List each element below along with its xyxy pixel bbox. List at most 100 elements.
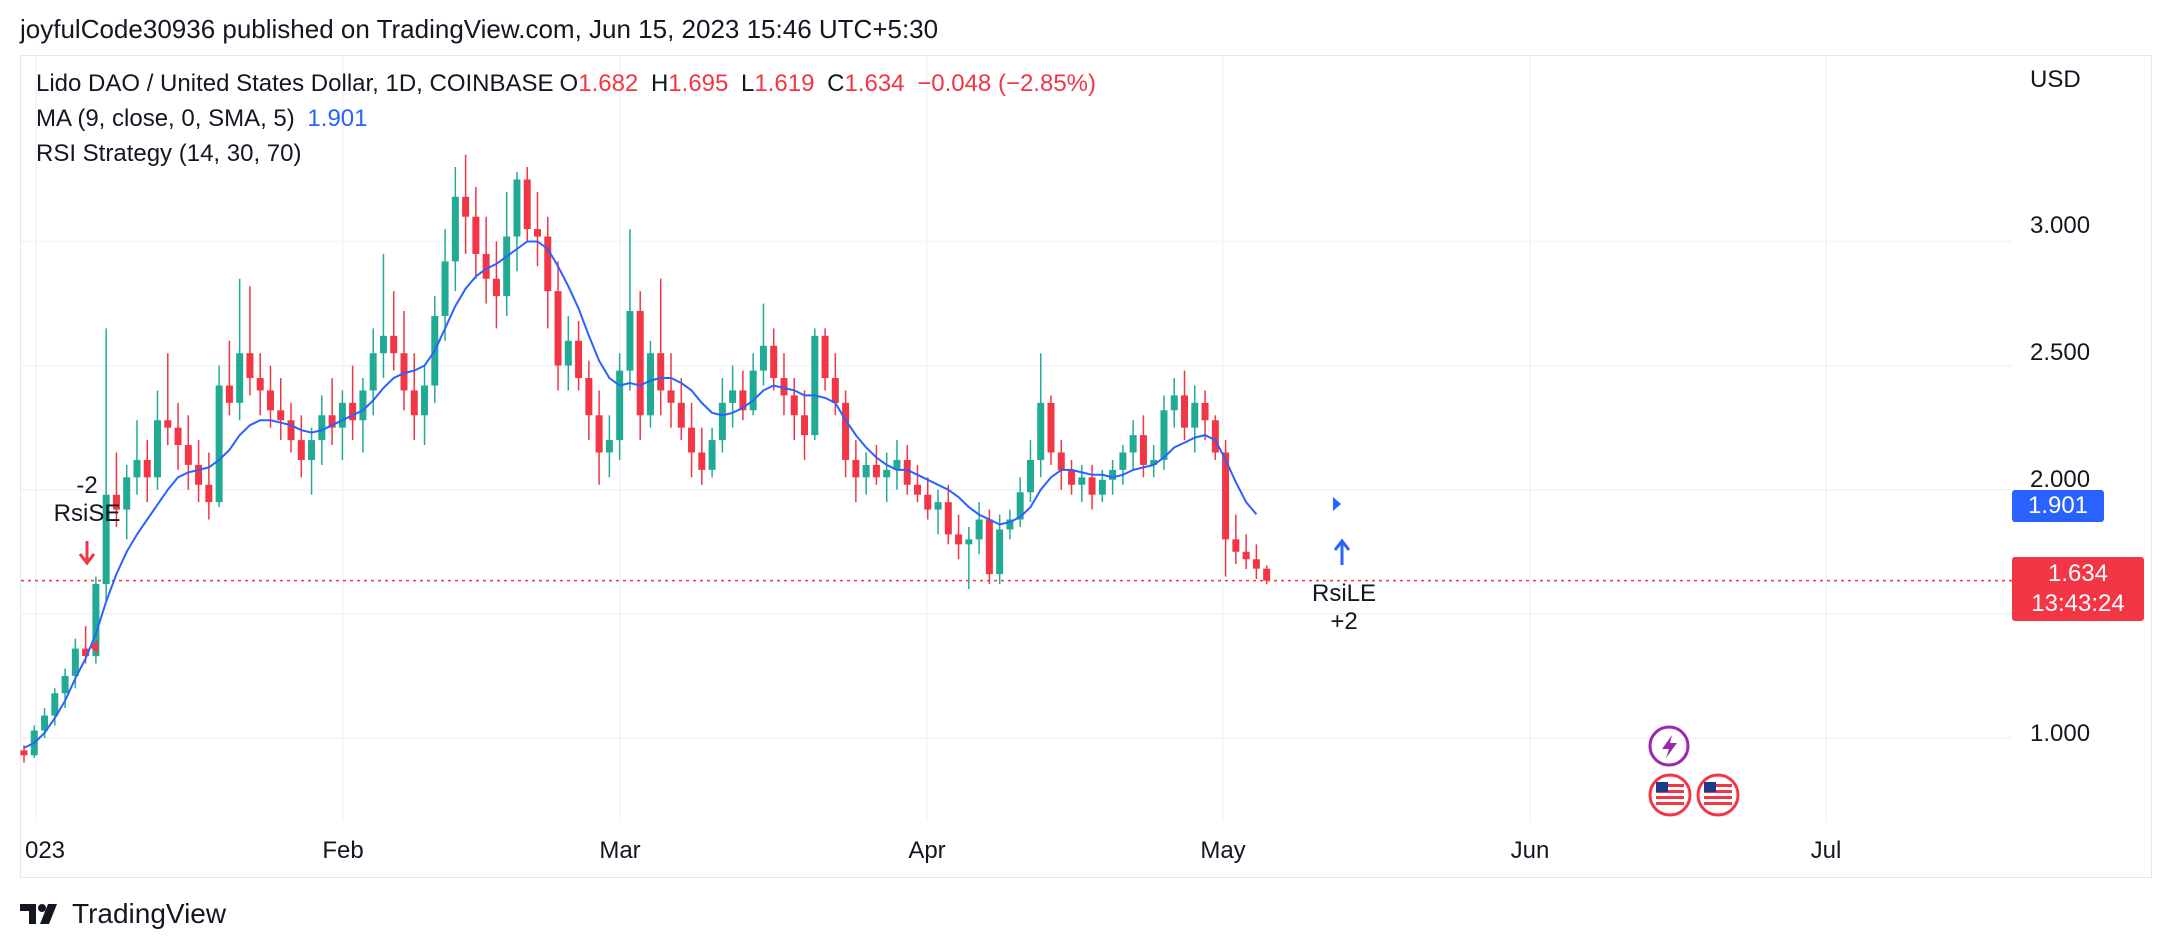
candle-body [462,196,470,217]
candle-body [143,459,151,478]
candle-body [913,484,921,495]
candle-body [801,415,809,436]
ohlc-open: O1.682 [559,70,639,97]
candle-body [749,370,757,411]
candle-body [164,420,172,428]
legend-row-rsi[interactable]: RSI Strategy (14, 30, 70) [36,140,307,168]
candle-body [390,335,398,354]
candle-body [1026,459,1034,493]
candle-body [195,464,203,485]
tradingview-brand: TradingView [72,898,227,929]
currency-label[interactable]: USD [2030,66,2081,93]
candle-body [287,420,295,441]
y-tick-2500: 2.500 [2030,339,2091,366]
candle-body [349,402,357,421]
candle-body [41,715,49,731]
ma-price-badge: 1.901 [2012,490,2104,522]
candle-body [575,340,583,379]
candle-body [492,278,500,297]
candle-body [482,253,490,279]
x-tick-mar: Mar [599,837,641,864]
last-price-value: 1.634 [2047,560,2109,587]
candle-body [821,335,829,379]
candle-body [852,459,860,478]
long-signal-name: RsiLE [1311,580,1377,607]
candle-body [646,353,654,416]
candle-body [1078,477,1086,485]
candle-body [862,464,870,478]
ma-legend-value: 1.901 [307,105,368,132]
candle-body [338,402,346,428]
candle-body [92,584,100,657]
short-signal-label[interactable]: -2 RsiSE [54,472,121,528]
candle-body [451,196,459,262]
ma-line [23,240,1258,749]
legend-row-ma[interactable]: MA (9, close, 0, SMA, 5) 1.901 [36,105,373,133]
candle-body [1232,539,1240,552]
candle-body [585,378,593,416]
candle-body [133,459,141,478]
candle-body [421,385,429,416]
candle-body [934,502,942,510]
y-tick-3000: 3.000 [2030,212,2091,239]
rsi-legend-label: RSI Strategy (14, 30, 70) [36,140,302,167]
x-tick-jun: Jun [1510,837,1550,864]
candle-body [1211,420,1219,453]
candle-body [718,402,726,441]
candle-body [1016,492,1024,520]
bar-countdown: 13:43:24 [2031,590,2125,617]
ohlc-close: C1.634 [827,70,905,97]
x-tick-apr: Apr [908,837,946,864]
candle-body [205,484,213,503]
y-tick-2000: 2.000 [2030,466,2091,493]
candle-body [1139,435,1147,465]
candle-body [1068,469,1076,485]
legend-row-symbol: Lido DAO / United States Dollar, 1D, COI… [36,70,1102,98]
candle-body [1252,559,1260,569]
long-arrow-icon [1333,538,1351,565]
candle-body [513,179,521,237]
candle-body [965,539,973,545]
candle-body [246,353,254,379]
candle-body [554,291,562,366]
candle-body [1119,452,1127,470]
publish-info: joyfulCode30936 published on TradingView… [20,14,939,44]
candle-body [1006,519,1014,530]
short-arrow-icon [78,541,96,566]
candle-body [71,648,79,676]
candle-body [503,236,511,297]
candle-body [985,519,993,575]
candle-body [975,519,983,540]
candle-body [996,529,1004,575]
candle-body [297,440,305,460]
candle-body [215,385,223,503]
candle-body [20,750,28,756]
long-entry-marker [1333,497,1341,511]
long-signal-label[interactable]: RsiLE +2 [1312,580,1376,636]
chart-frame[interactable] [20,55,2152,878]
candle-body [1222,452,1230,540]
candle-body [123,477,131,510]
candle-body [1191,402,1199,428]
candle-body [472,216,480,254]
candle-body [626,311,634,371]
candle-body [225,385,233,403]
candle-body [595,415,603,453]
short-signal-name: RsiSE [53,500,121,527]
candle-body [51,693,59,716]
candle-body [523,179,531,230]
candle-body [657,353,665,391]
signal-markers [78,497,1351,654]
symbol-title[interactable]: Lido DAO / United States Dollar, 1D, COI… [36,70,554,97]
x-tick-jul: Jul [1810,837,1842,864]
candle-body [790,395,798,416]
candle-body [1057,452,1065,470]
candle-body [564,340,572,366]
economic-events [1648,725,1740,817]
candle-body [636,311,644,416]
candle-body [708,440,716,470]
x-tick-may: May [1200,837,1246,864]
candle-body [616,370,624,441]
tradingview-logo[interactable]: TradingView [20,898,226,930]
